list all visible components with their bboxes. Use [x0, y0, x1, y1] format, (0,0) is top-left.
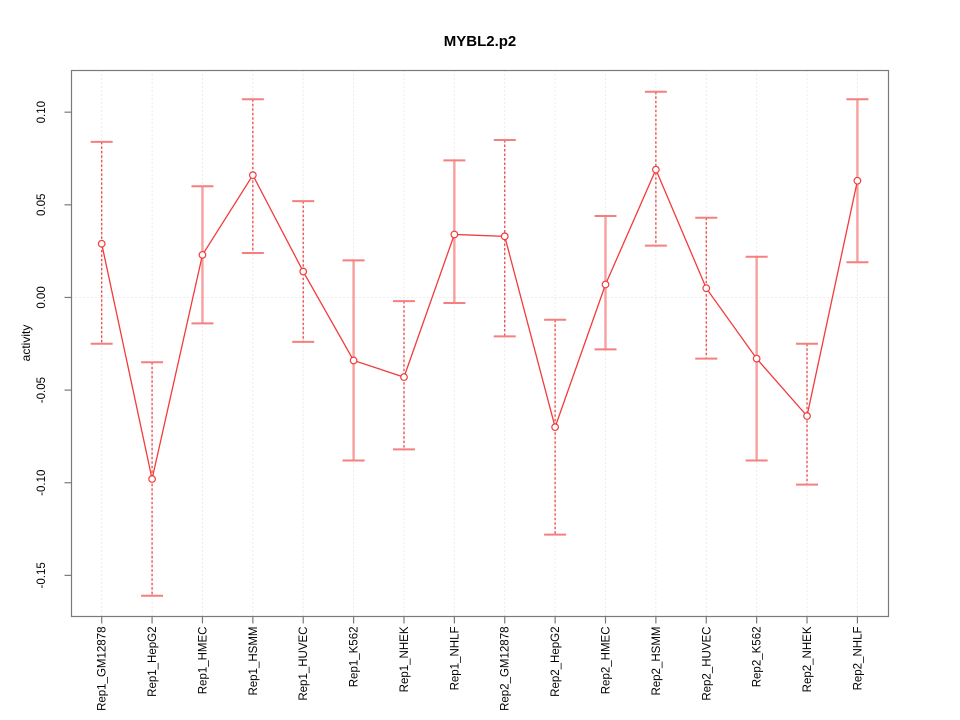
y-tick-label: 0.05: [36, 194, 48, 216]
data-point-marker: [752, 354, 761, 363]
y-tick-label: -0.10: [36, 470, 48, 496]
series-line: [101, 167, 859, 480]
data-point-marker: [450, 230, 459, 239]
x-tick-label: Rep1_GM12878: [97, 627, 109, 711]
data-point-marker: [349, 356, 358, 365]
chart-title: MYBL2.p2: [443, 33, 517, 50]
x-tick-label: Rep2_NHEK: [802, 626, 814, 692]
x-tick-label: Rep1_HSMM: [248, 627, 260, 696]
x-tick-label: Rep1_K562: [349, 627, 361, 688]
data-point-marker: [198, 250, 207, 259]
x-tick-label: Rep2_K562: [752, 627, 764, 688]
data-point-marker: [651, 165, 660, 174]
data-point-marker: [148, 475, 156, 483]
data-point-marker: [500, 232, 509, 241]
x-tick-label: Rep1_HepG2: [147, 627, 159, 697]
x-tick-label: Rep2_HSMM: [651, 627, 663, 696]
x-tick-label: Rep1_NHLF: [449, 627, 461, 691]
data-point-marker: [853, 176, 862, 185]
y-tick-label: -0.05: [36, 377, 48, 403]
data-point-marker: [248, 171, 257, 180]
data-point-marker: [299, 267, 308, 276]
data-point-marker: [400, 373, 408, 382]
y-tick-label: -0.15: [36, 562, 48, 588]
x-tick-label: Rep1_NHEK: [399, 626, 411, 692]
x-tick-label: Rep2_HMEC: [601, 627, 613, 695]
y-tick-label: 0.00: [36, 286, 48, 308]
x-tick-label: Rep2_HepG2: [550, 627, 562, 697]
x-tick-label: Rep2_NHLF: [852, 627, 864, 691]
plot-border: [70, 69, 890, 618]
data-point-marker: [97, 239, 106, 248]
x-tick-label: Rep2_HUVEC: [701, 627, 713, 701]
data-point-marker: [551, 423, 560, 432]
data-point-marker: [702, 284, 711, 293]
x-tick-label: Rep1_HMEC: [197, 627, 209, 695]
x-tick-label: Rep2_GM12878: [500, 627, 512, 711]
y-tick-label: 0.10: [36, 101, 48, 123]
data-point-marker: [803, 412, 811, 420]
data-point-marker: [601, 280, 610, 289]
x-tick-label: Rep1_HUVEC: [298, 627, 310, 701]
